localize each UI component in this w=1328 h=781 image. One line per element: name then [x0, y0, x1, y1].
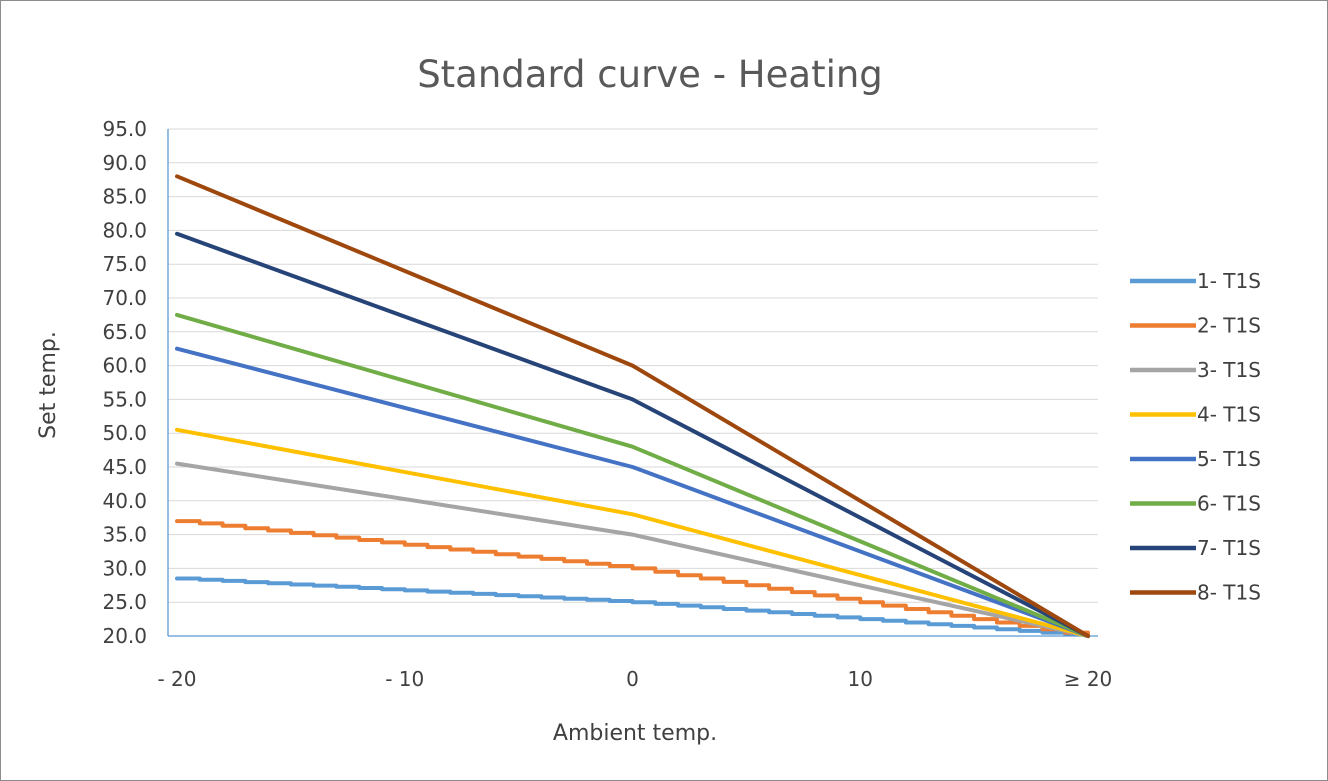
y-tick-label: 60.0 [102, 354, 147, 378]
x-tick-label: - 20 [157, 667, 196, 691]
axes [167, 129, 1098, 637]
legend-label: 6- T1S [1197, 492, 1261, 516]
x-tick-label: - 10 [385, 667, 424, 691]
y-tick-label: 75.0 [102, 252, 147, 276]
y-tick-label: 35.0 [102, 523, 147, 547]
y-tick-label: 70.0 [102, 286, 147, 310]
x-tick-label: 10 [848, 667, 873, 691]
series-line-5 [175, 346, 1090, 638]
y-tick-label: 90.0 [102, 151, 147, 175]
legend-label: 1- T1S [1197, 269, 1261, 293]
x-axis-ticks: - 20 - 10 0 10 ≥ 20 [157, 667, 1112, 691]
legend-label: 3- T1S [1197, 358, 1261, 382]
y-tick-label: 55.0 [102, 387, 147, 411]
y-tick-label: 40.0 [102, 489, 147, 513]
y-tick-label: 85.0 [102, 185, 147, 209]
series-line-6 [175, 312, 1090, 638]
y-tick-label: 45.0 [102, 455, 147, 479]
y-tick-label: 25.0 [102, 590, 147, 614]
series-line-2 [175, 519, 1090, 638]
y-axis-ticks: 20.0 25.0 30.0 35.0 40.0 45.0 50.0 55.0 60.0 65.0… [102, 117, 147, 648]
legend-label: 8- T1S [1197, 581, 1261, 605]
x-axis-title: Ambient temp. [553, 721, 717, 746]
series-line-4 [175, 427, 1090, 638]
legend-label: 2- T1S [1197, 314, 1261, 338]
y-tick-label: 95.0 [102, 117, 147, 141]
y-tick-label: 65.0 [102, 320, 147, 344]
chart-title: Standard curve - Heating [417, 53, 883, 96]
series-line-3 [175, 461, 1090, 638]
y-tick-label: 20.0 [102, 624, 147, 648]
y-tick-label: 50.0 [102, 421, 147, 445]
legend-label: 4- T1S [1197, 403, 1261, 427]
series-line-1 [175, 576, 1090, 638]
x-tick-label: ≥ 20 [1064, 667, 1113, 691]
x-tick-label: 0 [626, 667, 639, 691]
series-line-7 [175, 231, 1090, 638]
series-lines [175, 174, 1090, 638]
legend: 1- T1S 2- T1S 3- T1S 4- T1S 5- T1S 6- T1S 7- T… [1130, 269, 1261, 605]
legend-label: 7- T1S [1197, 536, 1261, 560]
series-line-8 [175, 174, 1090, 638]
legend-label: 5- T1S [1197, 447, 1261, 471]
y-tick-label: 30.0 [102, 556, 147, 580]
y-axis-title: Set temp. [36, 331, 61, 439]
y-tick-label: 80.0 [102, 218, 147, 242]
